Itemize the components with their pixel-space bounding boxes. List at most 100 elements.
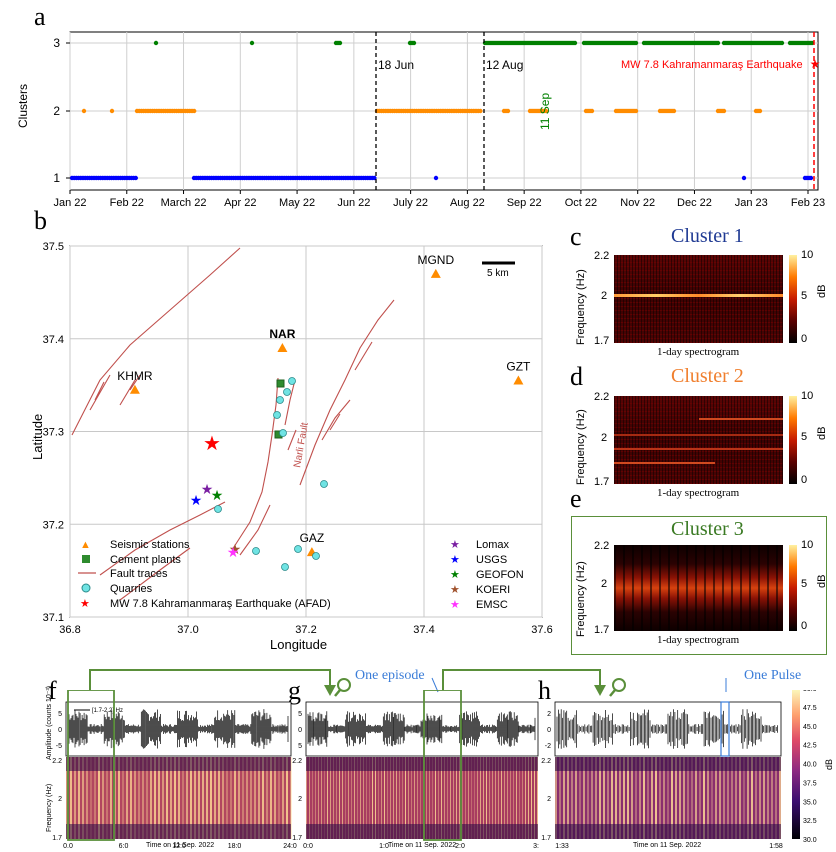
a-xtick: Nov 22 [620, 197, 655, 209]
svg-text:★: ★ [229, 541, 242, 557]
d-cbar-label: dB [816, 426, 828, 440]
a-xtick: Sep 22 [507, 197, 542, 209]
legend-right: ★ Lomax ★ USGS ★ GEOFON ★ KOERI ★ EMSC [450, 539, 524, 611]
a-xtick: Dec 22 [677, 197, 712, 209]
d-xlabel: 1-day spectrogram [657, 487, 740, 499]
panel-b-yticks: 37.5 37.4 37.3 37.2 37.1 [43, 241, 64, 624]
a-xtick: Oct 22 [565, 197, 597, 209]
d-ytick-20: 2 [601, 432, 608, 444]
svg-text:-5: -5 [56, 743, 62, 750]
svg-text:-2: -2 [545, 743, 551, 750]
a-xtick: Jan 22 [53, 197, 86, 209]
svg-text:40.0: 40.0 [803, 762, 817, 769]
svg-text:★: ★ [211, 487, 224, 503]
d-cbar-10: 10 [801, 390, 814, 402]
svg-text:★: ★ [80, 598, 90, 610]
callout-one-episode: One episode [355, 668, 425, 683]
panel-f-label: f [48, 676, 57, 705]
panel-g-xlabel: Time on 11 Sep. 2022 [388, 842, 457, 849]
panels-fgh: [1.7-2.2] Hz 50.047.545.042.540.037.535.… [52, 690, 834, 850]
a-ytick: 3 [53, 36, 60, 50]
fault-traces [71, 247, 395, 601]
legend-geofon: GEOFON [476, 569, 524, 581]
panel-e-ylabel: Frequency (Hz) [575, 561, 587, 637]
station-gzt [513, 375, 524, 385]
legend-mainshock: MW 7.8 Kahramanmaraş Earthquake (AFAD) [110, 598, 331, 610]
panel-d-colorbar [789, 396, 797, 484]
svg-text:45.0: 45.0 [803, 724, 817, 731]
panel-d-ylabel: Frequency (Hz) [575, 409, 587, 485]
svg-text:2:0: 2:0 [455, 843, 465, 850]
panel-e-spectrogram [614, 545, 783, 631]
b-ytick: 37.3 [43, 427, 64, 439]
panel-c-label: c [570, 222, 582, 251]
svg-text:3:: 3: [533, 843, 539, 850]
highlight-f [67, 690, 115, 841]
annotation-18jun: 18 Jun [378, 58, 415, 72]
a-ytick: 2 [53, 104, 60, 118]
svg-text:★: ★ [450, 554, 460, 566]
band-label: [1.7-2.2] Hz [92, 708, 123, 714]
panel-b-grid [69, 245, 543, 618]
c-ytick-22: 2.2 [594, 250, 610, 262]
svg-text:6:0: 6:0 [119, 843, 129, 850]
legend-lomax: Lomax [476, 539, 510, 551]
panel-a-yticks: 1 2 3 [53, 36, 70, 185]
c-cbar-0: 0 [801, 333, 808, 345]
svg-text:24:0: 24:0 [283, 843, 297, 850]
panel-c-colorbar [789, 255, 797, 343]
svg-text:35.0: 35.0 [803, 799, 817, 806]
e-cbar-0: 0 [801, 620, 808, 632]
e-cbar-5: 5 [801, 578, 808, 590]
panel-c-title: Cluster 1 [671, 225, 744, 247]
svg-text:12:0: 12:0 [172, 843, 186, 850]
svg-text:37.5: 37.5 [803, 780, 817, 787]
svg-text:1.7: 1.7 [52, 835, 62, 842]
a-xtick: Feb 23 [791, 197, 825, 209]
epicenters: ★ ★ ★ ★ ★ ★ [190, 433, 242, 560]
callout-one-pulse: One Pulse [744, 668, 802, 683]
svg-text:0:0: 0:0 [303, 843, 313, 850]
seismic-stations: MGND NAR GZT KHMR GAZ [117, 253, 531, 557]
spectrogram-stripes [66, 757, 781, 839]
svg-text:1:58: 1:58 [769, 843, 783, 850]
svg-text:18:0: 18:0 [228, 843, 242, 850]
station-khmr [129, 384, 140, 394]
panel-g-label: g [288, 676, 301, 705]
svg-text:0: 0 [547, 727, 551, 734]
colorbar-h [792, 690, 800, 839]
e-cbar-label: dB [816, 574, 828, 588]
d-cbar-5: 5 [801, 431, 808, 443]
panel-e-title: Cluster 3 [671, 518, 744, 540]
b-ytick: 37.4 [43, 334, 64, 346]
highlight-h [720, 701, 730, 757]
scale-bar-label: 5 km [487, 268, 509, 279]
svg-text:47.5: 47.5 [803, 705, 817, 712]
b-xtick: 37.2 [295, 624, 316, 636]
c-xlabel: 1-day spectrogram [657, 346, 740, 358]
panel-e-colorbar [789, 545, 797, 631]
svg-text:★: ★ [227, 544, 240, 560]
svg-text:▲: ▲ [80, 539, 91, 551]
panel-b-xticks: 36.8 37.0 37.2 37.4 37.6 [59, 624, 552, 636]
a-xtick: Jan 23 [735, 197, 768, 209]
legend-seismic-stations: Seismic stations [110, 539, 190, 551]
svg-text:★: ★ [450, 584, 460, 596]
annotation-11sep: 11 Sep [538, 92, 552, 130]
svg-text:1:0: 1:0 [379, 843, 389, 850]
panel-e-label: e [570, 484, 582, 513]
b-xtick: 37.0 [177, 624, 198, 636]
panel-b-label: b [34, 206, 47, 235]
a-xtick: Apr 22 [224, 197, 256, 209]
panel-a-points [69, 40, 815, 181]
svg-text:★: ★ [203, 433, 221, 455]
svg-text:1.7: 1.7 [541, 835, 551, 842]
svg-text:2: 2 [298, 796, 302, 803]
svg-text:5: 5 [298, 711, 302, 718]
a-xtick: July 22 [393, 197, 428, 209]
svg-text:★: ★ [450, 599, 460, 611]
e-xlabel: 1-day spectrogram [657, 634, 740, 646]
panel-a-grid [69, 32, 818, 190]
svg-text:0: 0 [58, 727, 62, 734]
